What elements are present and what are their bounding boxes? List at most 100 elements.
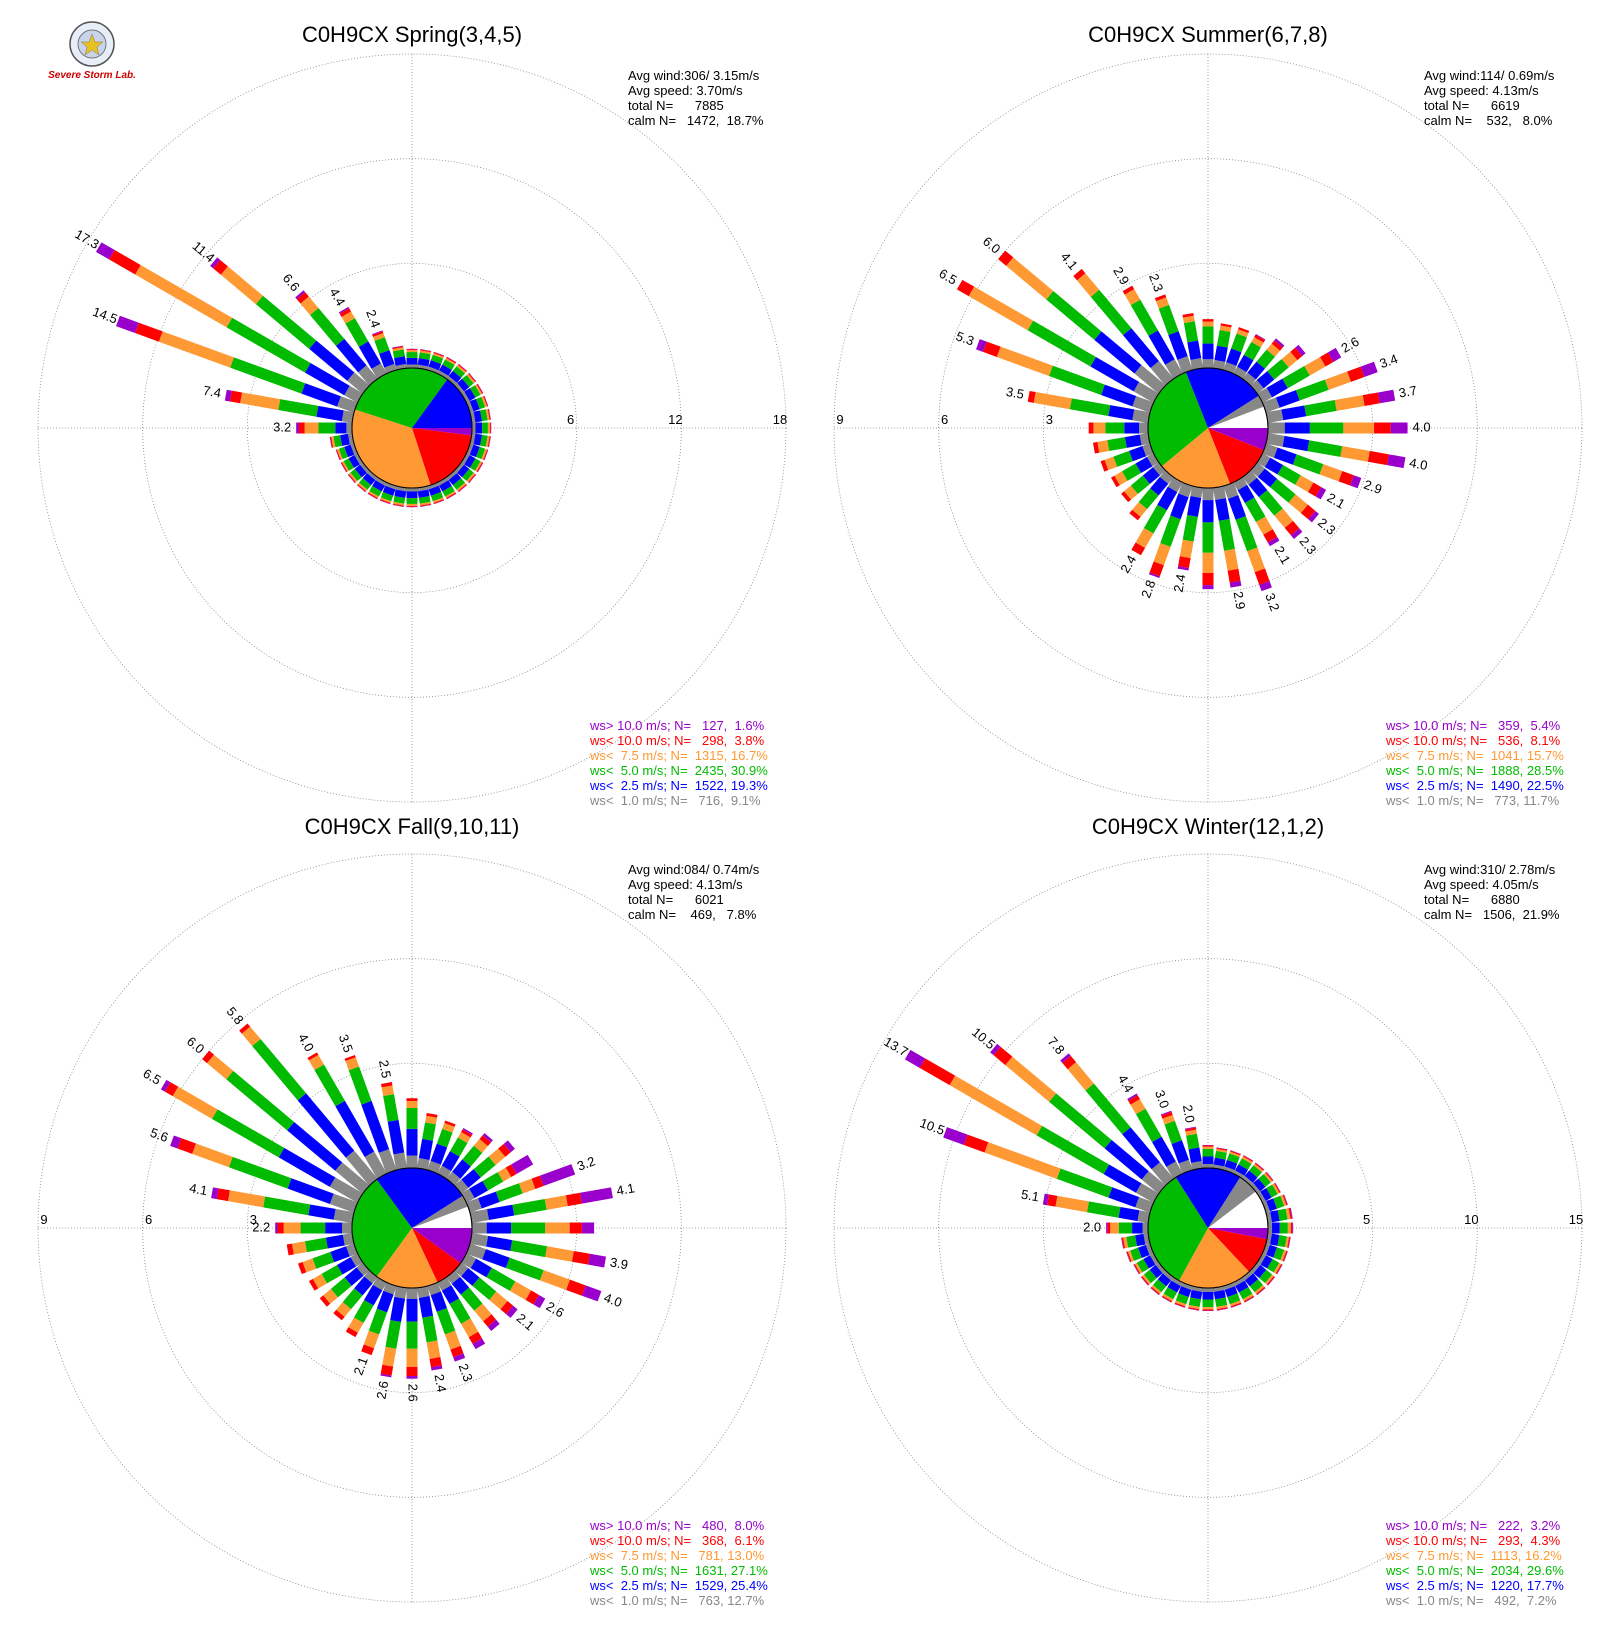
direction-bar (427, 1120, 456, 1174)
direction-bar (470, 433, 491, 448)
bar-segment (506, 1305, 518, 1318)
bar-segment (319, 1295, 331, 1307)
bar-segment (1110, 475, 1120, 488)
calm-circle-outline (1147, 367, 1269, 489)
bar-segment (1183, 321, 1199, 343)
direction-bar (454, 462, 477, 484)
bar-segment (1254, 334, 1265, 343)
bar-segment (1256, 349, 1276, 369)
windrose-panel: 6 12 18 17.3 14.5 11.4 7.4 6.6 4.4 3.2 2.4 C0H9CX S… (37, 22, 787, 808)
legend-entry: ws< 10.0 m/s; N= 368, 6.1% (589, 1533, 765, 1548)
bar-segment (1086, 1201, 1121, 1218)
direction-bar (454, 1140, 515, 1194)
direction-bar (446, 1270, 500, 1331)
bar-segment (466, 443, 474, 455)
bar-segment (329, 1193, 358, 1213)
bar-segment (482, 1133, 493, 1143)
bar-total-label: 4.4 (1115, 1072, 1137, 1095)
bar-segment (1274, 338, 1285, 348)
bar-segment (428, 485, 442, 496)
bar-segment (451, 1276, 470, 1295)
direction-bar: 6.5 (140, 1066, 363, 1203)
bar-segment (457, 378, 470, 392)
logo-star-icon (80, 33, 104, 56)
bar-segment (116, 315, 139, 334)
direction-bar: 2.4 (1171, 486, 1203, 593)
bar-segment (1247, 361, 1265, 380)
bar-segment (345, 1243, 358, 1257)
bar-segment (1149, 1253, 1159, 1265)
bar-segment (354, 453, 363, 465)
bar-segment (1273, 447, 1297, 465)
bar-segment (362, 473, 376, 486)
bar-segment (500, 1300, 514, 1315)
bar-segment (344, 1267, 364, 1286)
bar-segment (220, 266, 263, 305)
bar-segment (509, 1281, 532, 1300)
bar-segment (1149, 1264, 1163, 1279)
bar-segment (1137, 1244, 1150, 1258)
bar-total-label: 2.4 (1117, 552, 1139, 575)
direction-bar: 2.3 (1146, 272, 1193, 374)
bar-segment (1155, 1262, 1166, 1274)
direction-bar (1129, 470, 1174, 521)
bar-segment (228, 1156, 292, 1189)
bar-segment (456, 364, 467, 374)
bar-segment (481, 396, 488, 408)
bar-segment (1266, 1184, 1278, 1198)
bar-segment (452, 366, 466, 378)
bar-segment (1154, 294, 1167, 302)
bar-segment (566, 1279, 586, 1296)
bar-segment (312, 1273, 328, 1289)
bar-segment (298, 1262, 307, 1274)
bar-segment (1272, 1183, 1280, 1195)
bar-segment (383, 1282, 397, 1295)
calm-pie-slice (376, 1168, 463, 1228)
bar-segment (442, 1123, 455, 1133)
bar-segment (1135, 1233, 1146, 1247)
bar-segment (1085, 1083, 1131, 1135)
direction-bar: 7.4 (202, 383, 354, 423)
bar-segment (1138, 488, 1159, 510)
bar-segment (164, 1082, 179, 1097)
direction-bar: 2.6 (373, 1286, 407, 1400)
bar-segment (1282, 435, 1310, 452)
direction-bar: 4.4 (1115, 1072, 1183, 1179)
bar-segment (1247, 547, 1266, 573)
bar-total-label: 2.9 (1362, 477, 1384, 497)
bar-segment (372, 480, 386, 492)
direction-bar (1233, 1277, 1255, 1303)
bar-segment (1213, 1286, 1225, 1292)
bar-segment (478, 1191, 500, 1209)
bar-segment (1218, 519, 1235, 551)
bar-segment (308, 1204, 336, 1220)
bar-segment (457, 464, 470, 478)
bar-segment (177, 1138, 196, 1154)
direction-bar (1133, 1253, 1159, 1275)
stats-line: total N= 7885 (628, 98, 724, 113)
bar-segment (1235, 1164, 1248, 1176)
bar-segment (437, 1277, 452, 1291)
direction-bar (1233, 334, 1266, 379)
legend-entry: ws< 5.0 m/s; N= 2034, 29.6% (1385, 1563, 1564, 1578)
bar-segment (1263, 529, 1278, 543)
bar-segment (1284, 520, 1300, 536)
bar-segment (480, 409, 488, 422)
bar-segment (1048, 365, 1105, 395)
direction-bar: 3.2 (1223, 482, 1283, 613)
bar-segment (1241, 1156, 1253, 1164)
calm-pie-slice (412, 1228, 472, 1264)
bar-segment (1281, 351, 1298, 368)
bar-total-label: 2.9 (1231, 590, 1249, 610)
ring-label: 3 (1046, 412, 1053, 427)
bar-segment (1134, 1262, 1143, 1274)
direction-bar: 6.6 (280, 271, 378, 386)
direction-bar (1250, 1262, 1276, 1286)
bar-segment (1152, 1136, 1176, 1167)
bar-segment (1190, 358, 1203, 370)
bar-segment (1213, 359, 1226, 370)
direction-bar: 5.3 (954, 328, 1154, 413)
bar-total-label: 5.6 (148, 1125, 170, 1145)
bar-segment (393, 496, 406, 504)
bar-segment (348, 472, 358, 483)
